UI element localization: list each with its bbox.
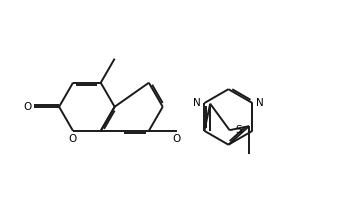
Text: O: O <box>173 134 181 144</box>
Text: O: O <box>23 102 31 112</box>
Text: N: N <box>193 98 200 108</box>
Text: N: N <box>256 98 264 108</box>
Text: O: O <box>69 134 77 144</box>
Text: S: S <box>235 125 242 135</box>
